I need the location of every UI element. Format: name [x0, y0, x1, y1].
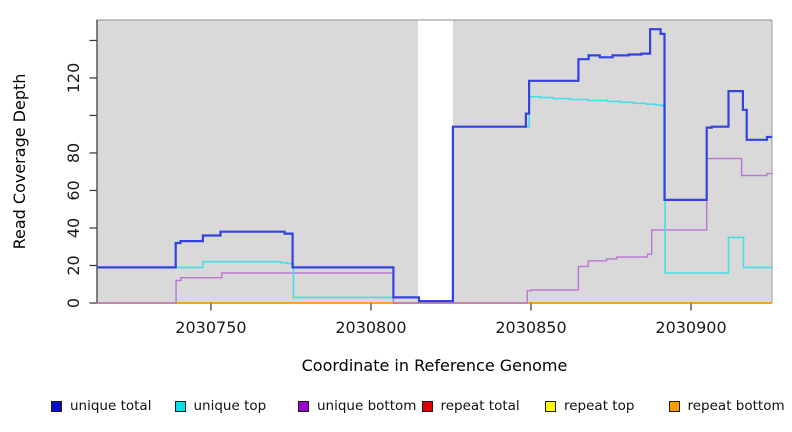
legend-swatch-icon	[174, 400, 186, 412]
legend: unique total unique top unique bottom repea…	[51, 398, 792, 414]
x-tick-label: 2030850	[495, 318, 566, 337]
legend-item-unique-top: unique top	[174, 398, 299, 414]
y-axis-title: Read Coverage Depth	[10, 74, 29, 250]
y-tick-label: 80	[64, 143, 83, 163]
y-tick-label: 40	[64, 218, 83, 238]
legend-swatch-icon	[545, 400, 556, 412]
legend-swatch-icon	[298, 400, 309, 412]
y-tick-label: 20	[64, 255, 83, 275]
x-axis-title: Coordinate in Reference Genome	[302, 356, 568, 375]
coverage-plot: 2030750 2030800 2030850 2030900 0 20 40 60 80 120…	[10, 19, 773, 375]
y-tick-label: 0	[64, 298, 83, 308]
x-tick-label: 2030750	[175, 318, 246, 337]
legend-item-repeat-bottom: repeat bottom	[668, 398, 792, 414]
legend-label: unique total	[70, 398, 152, 414]
legend-label: unique top	[193, 398, 267, 414]
legend-item-repeat-top: repeat top	[545, 398, 669, 414]
legend-item-repeat-total: repeat total	[421, 398, 546, 414]
series-line-unique-total	[97, 28, 772, 303]
legend-label: repeat bottom	[687, 398, 785, 414]
legend-item-unique-bottom: unique bottom	[298, 398, 422, 414]
y-tick-label: 60	[64, 180, 83, 200]
legend-swatch-icon	[51, 400, 62, 412]
no-data-gap	[418, 20, 453, 303]
legend-swatch-icon	[668, 400, 680, 412]
legend-label: repeat total	[440, 398, 520, 414]
y-tick-label: 120	[64, 63, 83, 94]
x-tick-label: 2030800	[335, 318, 406, 337]
legend-label: repeat top	[564, 398, 635, 414]
legend-item-unique-total: unique total	[51, 398, 175, 414]
x-tick-label: 2030900	[655, 318, 726, 337]
legend-swatch-icon	[421, 400, 433, 412]
legend-label: unique bottom	[317, 398, 417, 414]
